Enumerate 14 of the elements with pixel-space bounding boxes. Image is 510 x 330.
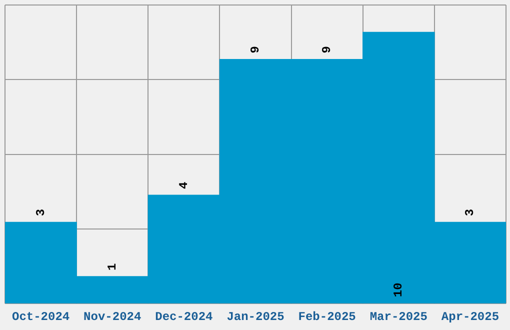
data-label: 1 xyxy=(105,263,120,270)
data-label: 10 xyxy=(392,282,406,298)
x-tick-label: Jan-2025 xyxy=(226,310,284,324)
data-label: 3 xyxy=(463,208,478,216)
x-tick-label: Dec-2024 xyxy=(155,310,213,324)
x-tick-label: Feb-2025 xyxy=(298,310,356,324)
data-label: 3 xyxy=(34,208,48,216)
x-tick-label: Oct-2024 xyxy=(12,310,70,324)
data-label: 4 xyxy=(176,182,191,190)
x-tick-label: Apr-2025 xyxy=(441,310,500,324)
x-tick-label: Mar-2025 xyxy=(370,310,428,324)
data-label: 9 xyxy=(248,46,263,54)
x-tick-label: Nov-2024 xyxy=(84,310,142,324)
data-label: 9 xyxy=(320,46,334,54)
